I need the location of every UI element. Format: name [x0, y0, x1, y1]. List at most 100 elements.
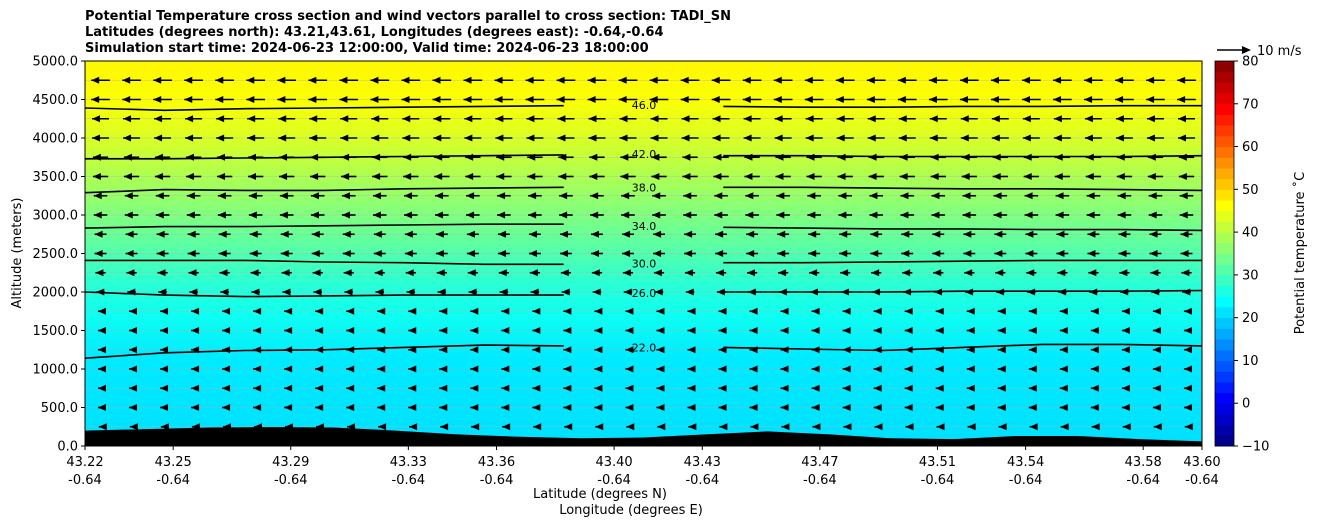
- wind-vector: [160, 423, 169, 431]
- wind-vector: [191, 384, 200, 392]
- wind-vector: [992, 153, 1008, 161]
- wind-vector: [873, 346, 882, 354]
- wind-vector: [154, 115, 172, 123]
- wind-vector: [932, 250, 945, 257]
- wind-vector: [997, 327, 1006, 334]
- wind-vector: [713, 153, 729, 161]
- wind-vector: [559, 250, 572, 257]
- wind-vector: [253, 404, 262, 411]
- wind-vector: [749, 404, 758, 411]
- wind-vector: [994, 230, 1007, 238]
- wind-vector: [563, 404, 572, 411]
- wind-vector: [1119, 269, 1130, 277]
- x-tick-label-lat: 43.25: [155, 455, 192, 470]
- colorbar-segment: [1215, 71, 1234, 83]
- wind-vector: [222, 404, 231, 411]
- wind-vector: [160, 404, 169, 411]
- wind-vector: [808, 250, 821, 257]
- wind-vector: [1023, 173, 1039, 180]
- wind-vector: [961, 173, 977, 180]
- wind-vector: [402, 134, 420, 142]
- wind-vector: [563, 346, 572, 354]
- contour-line-34.0: [85, 223, 564, 229]
- wind-vector: [590, 211, 604, 219]
- contour-line-30.0: [85, 259, 564, 266]
- wind-vector: [253, 327, 262, 334]
- colorbar-segment: [1215, 296, 1234, 308]
- x-tick-label-lon: -0.64: [803, 473, 837, 488]
- wind-vector: [158, 288, 167, 296]
- colorbar-segment: [1215, 189, 1234, 201]
- wind-vector: [564, 423, 573, 431]
- wind-vector: [1183, 327, 1192, 334]
- wind-vector: [313, 288, 322, 296]
- wind-vector: [869, 211, 884, 219]
- wind-vector: [842, 404, 851, 411]
- wind-vector: [1087, 230, 1100, 238]
- wind-vector: [501, 384, 510, 392]
- wind-vector: [718, 384, 727, 392]
- wind-vector: [656, 404, 665, 411]
- wind-vector: [990, 76, 1010, 84]
- y-tick-label: 0.0: [57, 440, 78, 455]
- wind-vector: [1057, 269, 1068, 277]
- wind-vector: [687, 365, 696, 373]
- wind-vector: [1183, 404, 1192, 411]
- colorbar-segment: [1215, 61, 1234, 73]
- wind-vector: [807, 211, 821, 219]
- wind-vector: [656, 346, 665, 354]
- wind-vector: [528, 230, 541, 238]
- wind-vector: [464, 115, 482, 123]
- wind-vector: [372, 173, 388, 180]
- wind-vector: [716, 288, 726, 296]
- wind-vector: [744, 153, 760, 161]
- wind-vector: [868, 173, 884, 180]
- wind-vector: [97, 404, 106, 411]
- wind-vector: [929, 115, 947, 123]
- wind-vector: [1116, 153, 1133, 161]
- wind-vector: [284, 327, 293, 334]
- wind-vector: [463, 76, 483, 84]
- wind-vector: [1086, 192, 1101, 200]
- wind-vector: [248, 153, 264, 161]
- wind-vector: [868, 153, 884, 161]
- wind-vector: [125, 230, 138, 238]
- wind-vector: [185, 173, 202, 180]
- wind-vector: [904, 384, 913, 392]
- wind-vector: [745, 211, 759, 219]
- wind-vector: [1029, 423, 1038, 431]
- wind-vector: [687, 346, 696, 354]
- wind-vector: [435, 211, 449, 219]
- wind-vector: [1055, 192, 1070, 200]
- wind-vector: [346, 307, 355, 315]
- terrain-profile: [85, 427, 1202, 446]
- wind-vector: [187, 250, 200, 257]
- wind-vector: [811, 404, 820, 411]
- wind-vector: [279, 153, 295, 161]
- wind-vector: [806, 153, 822, 161]
- wind-vector: [1118, 250, 1131, 257]
- wind-vector: [843, 423, 852, 431]
- wind-vector: [408, 384, 417, 392]
- wind-vector: [649, 96, 669, 103]
- y-tick-label: 2500.0: [33, 247, 79, 262]
- wind-vector: [498, 269, 509, 277]
- wind-vector: [497, 192, 511, 200]
- wind-vector: [525, 96, 545, 103]
- wind-vector: [346, 365, 355, 373]
- wind-vector: [155, 211, 170, 219]
- wind-vector: [623, 288, 633, 296]
- wind-vector: [93, 192, 108, 200]
- wind-vector: [311, 230, 324, 238]
- wind-vector: [191, 404, 200, 411]
- x-tick-label-lat: 43.22: [66, 455, 103, 470]
- wind-vector: [126, 269, 137, 277]
- wind-vector: [122, 96, 141, 103]
- wind-vector: [991, 115, 1009, 123]
- wind-vector: [960, 134, 978, 142]
- wind-vector: [773, 76, 793, 84]
- wind-vector: [216, 153, 233, 161]
- wind-vector: [1028, 384, 1037, 392]
- contour-line-38.0: [85, 186, 564, 194]
- wind-vector: [711, 96, 731, 103]
